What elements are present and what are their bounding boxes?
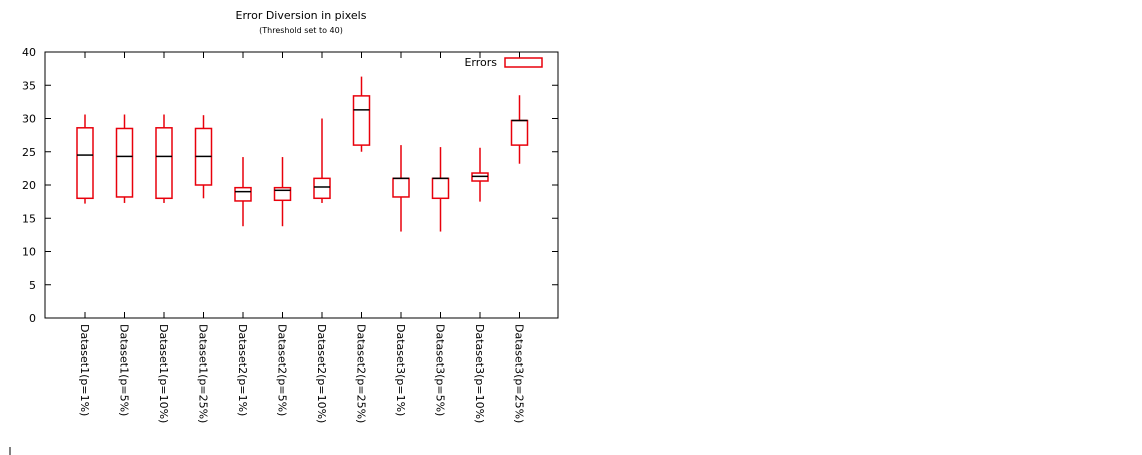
box [510,119,529,146]
y-axis: 0 5 10 15 20 25 30 35 40 [22,46,558,325]
x-tick-label: Dataset1(p=25%) [197,324,210,423]
box-group [352,76,371,152]
x-tick-label: Dataset2(p=10%) [315,324,328,423]
y-tick-label: 25 [22,146,36,159]
chart-subtitle: (Threshold set to 40) [259,26,343,35]
y-tick-label: 30 [22,113,36,126]
box-group [431,147,450,232]
box-group [273,157,292,227]
box [273,186,292,202]
box [155,127,173,200]
x-tick-label: Dataset3(p=5%) [434,324,447,416]
y-tick-label: 0 [29,312,36,325]
x-tick-label: Dataset2(p=25%) [355,324,368,423]
x-tick-label: Dataset3(p=1%) [394,324,407,416]
y-tick-label: 15 [22,212,36,225]
x-tick-label: Dataset1(p=1%) [78,324,91,416]
y-tick-label: 10 [22,246,36,259]
legend: Errors [464,56,543,69]
box-group [313,118,331,203]
y-tick-label: 35 [22,79,36,92]
box-group [76,114,94,204]
x-tick-label: Dataset3(p=10%) [473,324,486,423]
box-group [392,145,410,232]
legend-swatch [504,57,543,68]
x-axis: Dataset1(p=1%) Dataset1(p=5%) Dataset1(p=1… [78,52,526,423]
box [352,95,371,146]
x-tick-label: Dataset1(p=5%) [118,324,131,416]
box-series [76,76,529,232]
box [234,186,252,202]
box-group [115,114,134,203]
chart-title: Error Diversion in pixels [236,9,367,22]
x-tick-label: Dataset1(p=10%) [157,324,170,423]
y-tick-label: 5 [29,279,36,292]
box [115,127,134,198]
x-tick-label: Dataset3(p=25%) [513,324,526,423]
box [313,177,331,200]
y-tick-label: 40 [22,46,36,59]
y-tick-label: 20 [22,179,36,192]
box-group [510,95,529,164]
box-group [155,114,173,203]
x-tick-label: Dataset2(p=5%) [276,324,289,416]
box-group [471,147,489,202]
x-tick-label: Dataset2(p=1%) [236,324,249,416]
box-group [194,115,213,199]
box [76,127,94,200]
box-group [234,157,252,227]
box [392,177,410,198]
box [431,177,450,200]
legend-label: Errors [464,56,497,69]
